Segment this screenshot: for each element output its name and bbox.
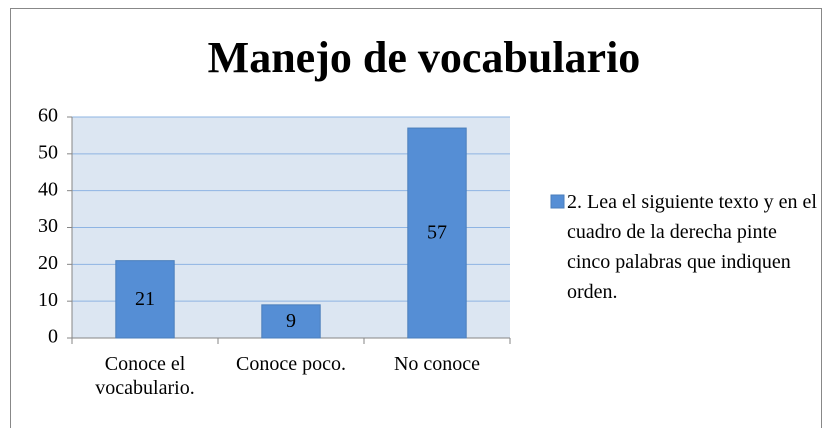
y-tick-label: 0	[48, 326, 58, 348]
data-label: 57	[427, 222, 447, 244]
bar	[261, 304, 321, 339]
x-tick-label: Conoce el vocabulario.	[95, 353, 195, 399]
x-tick-label-box: Conoce poco.	[236, 353, 346, 375]
y-tick-label: 20	[38, 252, 58, 274]
legend-label: 2. Lea el siguiente texto y en el cuadro…	[567, 191, 817, 303]
x-tick-label: Conoce poco.	[236, 353, 346, 375]
bar	[115, 260, 175, 339]
y-tick-label: 10	[38, 289, 58, 311]
chart-title: Manejo de vocabulario	[208, 33, 641, 82]
x-tick-label: No conoce	[393, 353, 481, 375]
x-tick-label-box: Conoce el vocabulario.	[95, 353, 195, 399]
x-tick-label-box: No conoce	[393, 353, 481, 375]
y-tick-label: 50	[38, 141, 58, 163]
legend-swatch	[550, 194, 565, 209]
y-tick-label: 60	[38, 105, 58, 127]
y-tick-label: 30	[38, 215, 58, 237]
data-label: 9	[286, 310, 296, 332]
legend-label-box: 2. Lea el siguiente texto y en el cuadro…	[567, 191, 817, 303]
bar	[407, 127, 467, 339]
data-label: 21	[135, 288, 155, 310]
y-tick-label: 40	[38, 178, 58, 200]
